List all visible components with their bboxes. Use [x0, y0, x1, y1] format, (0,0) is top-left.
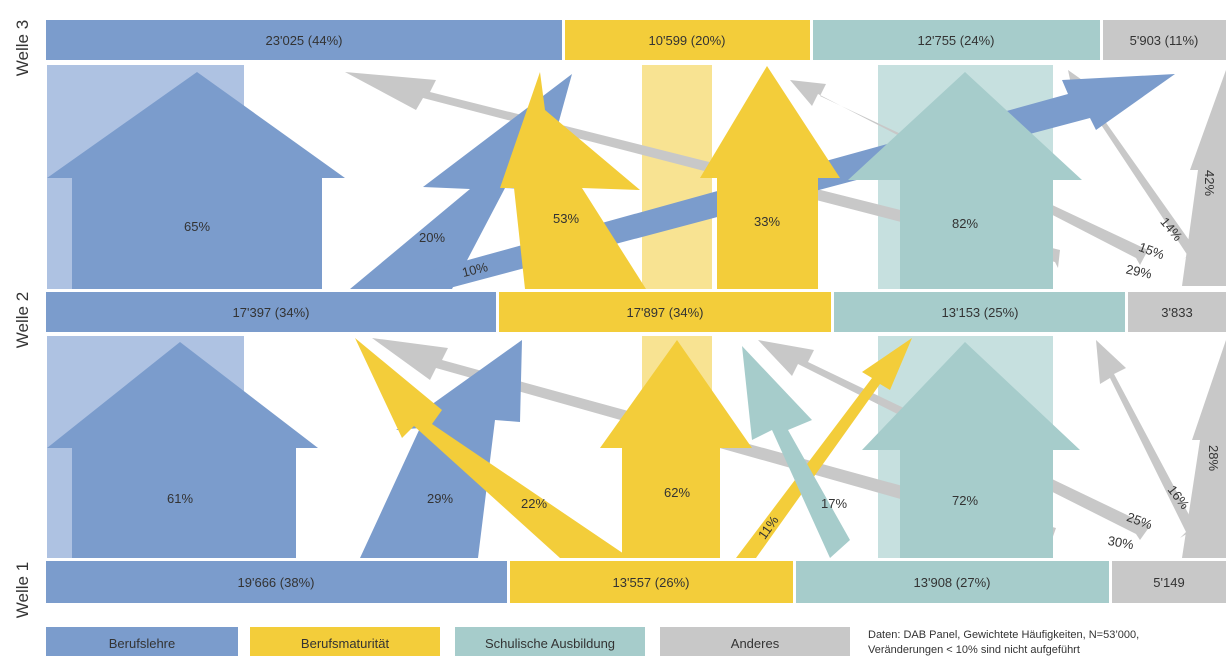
bar-w3-anderes-label: 5'903 (11%): [1130, 33, 1199, 48]
bar-w1-schulische: [796, 561, 1109, 603]
grey-arrow-lower-4: [1176, 340, 1226, 558]
bar-w1-anderes: [1112, 561, 1226, 603]
upper-anderes-stay-label: 42%: [1202, 170, 1217, 196]
bars-welle-3: 23'025 (44%) 10'599 (20%) 12'755 (24%) 5…: [46, 20, 1226, 60]
data-note: Daten: DAB Panel, Gewichtete Häufigkeite…: [868, 629, 1139, 656]
legend-label-anderes: Anderes: [731, 636, 780, 651]
data-note-line-1: Daten: DAB Panel, Gewichtete Häufigkeite…: [868, 629, 1139, 641]
grey-arrow-lower-3: [1096, 340, 1196, 538]
bar-w3-berufsmaturitaet: [565, 20, 810, 60]
upper-schul-stay-label: 82%: [952, 216, 978, 231]
legend-label-schulische: Schulische Ausbildung: [485, 636, 615, 651]
grey-arrow-upper-4: [1176, 70, 1226, 286]
lower-anderes-stay-label: 28%: [1206, 445, 1221, 471]
data-note-line-2: Veränderungen < 10% sind nicht aufgeführ…: [868, 644, 1080, 656]
bar-w2-berufslehre: [46, 292, 496, 332]
lower-bl-stay-label: 61%: [167, 491, 193, 506]
bm-arrow-upper-to-bl: [500, 72, 646, 289]
bars-welle-2: 17'397 (34%) 17'897 (34%) 13'153 (25%) 3…: [46, 292, 1226, 332]
legend: Berufslehre Berufsmaturität Schulische A…: [46, 627, 850, 656]
lower-flows: [47, 336, 1226, 558]
bars-welle-1: 19'666 (38%) 13'557 (26%) 13'908 (27%) 5…: [46, 561, 1226, 603]
wave-label-2: Welle 2: [13, 292, 32, 348]
lower-bm-stay-label: 62%: [664, 485, 690, 500]
bl-arrow-lower-stay: [47, 342, 318, 558]
upper-bl-stay-label: 65%: [184, 219, 210, 234]
upper-flow-labels: 65% 20% 10% 53% 33% 82% 42% 14% 15% 29%: [184, 170, 1217, 282]
bar-w2-berufsmaturitaet: [499, 292, 831, 332]
bar-w1-berufsmaturitaet-label: 13'557 (26%): [613, 575, 690, 590]
bar-w1-schulische-label: 13'908 (27%): [914, 575, 991, 590]
legend-label-berufslehre: Berufslehre: [109, 636, 175, 651]
bar-w1-anderes-label: 5'149: [1153, 575, 1184, 590]
legend-swatch-schulische: [455, 627, 645, 656]
bar-w2-schulische-label: 13'153 (25%): [942, 305, 1019, 320]
bar-w1-berufslehre-label: 19'666 (38%): [238, 575, 315, 590]
lower-bl-to-bm-label: 29%: [427, 491, 453, 506]
bar-w2-schulische: [834, 292, 1125, 332]
schul-arrow-upper-stay: [848, 72, 1082, 289]
bar-w3-schulische: [813, 20, 1100, 60]
bar-w2-berufslehre-label: 17'397 (34%): [233, 305, 310, 320]
bl-arrow-upper-to-bm: [350, 74, 572, 289]
lower-anderes-c-label: 30%: [1107, 533, 1136, 552]
wave-label-1: Welle 1: [13, 562, 32, 618]
upper-bl-to-bm-label: 20%: [419, 230, 445, 245]
bar-w2-berufsmaturitaet-label: 17'897 (34%): [627, 305, 704, 320]
schul-arrow-lower-stay: [862, 342, 1080, 558]
bar-w3-berufslehre-label: 23'025 (44%): [266, 33, 343, 48]
bar-w2-anderes: [1128, 292, 1226, 332]
lower-bm-to-bl-label: 22%: [521, 496, 547, 511]
upper-bl-to-schul-label: 10%: [460, 259, 489, 280]
bar-w3-anderes: [1103, 20, 1226, 60]
lower-schul-to-bm-label: 17%: [821, 496, 847, 511]
wave-label-3: Welle 3: [13, 20, 32, 76]
upper-bm-to-bl-label: 53%: [553, 211, 579, 226]
bm-column-upper: [642, 65, 712, 289]
bm-arrow-lower-stay: [600, 340, 752, 558]
bar-w2-anderes-label: 3'833: [1161, 305, 1192, 320]
bar-w1-berufsmaturitaet: [510, 561, 793, 603]
legend-swatch-berufslehre: [46, 627, 238, 656]
upper-flows: [47, 65, 1226, 289]
grey-arrow-upper-2: [790, 80, 1148, 265]
bar-w3-berufsmaturitaet-label: 10'599 (20%): [649, 33, 726, 48]
schul-arrow-lower-to-bm: [742, 346, 850, 558]
bar-w3-berufslehre: [46, 20, 562, 60]
bm-arrow-upper-stay: [700, 66, 840, 289]
legend-label-berufsmaturitaet: Berufsmaturität: [301, 636, 390, 651]
legend-swatch-anderes: [660, 627, 850, 656]
upper-anderes-c-label: 29%: [1125, 262, 1154, 282]
lower-schul-stay-label: 72%: [952, 493, 978, 508]
upper-bm-stay-label: 33%: [754, 214, 780, 229]
bl-arrow-upper-stay: [47, 72, 345, 289]
legend-swatch-berufsmaturitaet: [250, 627, 440, 656]
bar-w3-schulische-label: 12'755 (24%): [918, 33, 995, 48]
wave-labels: Welle 3 Welle 2 Welle 1: [13, 20, 32, 618]
bm-arrow-lower-to-schul: [736, 338, 912, 558]
bar-w1-berufslehre: [46, 561, 507, 603]
